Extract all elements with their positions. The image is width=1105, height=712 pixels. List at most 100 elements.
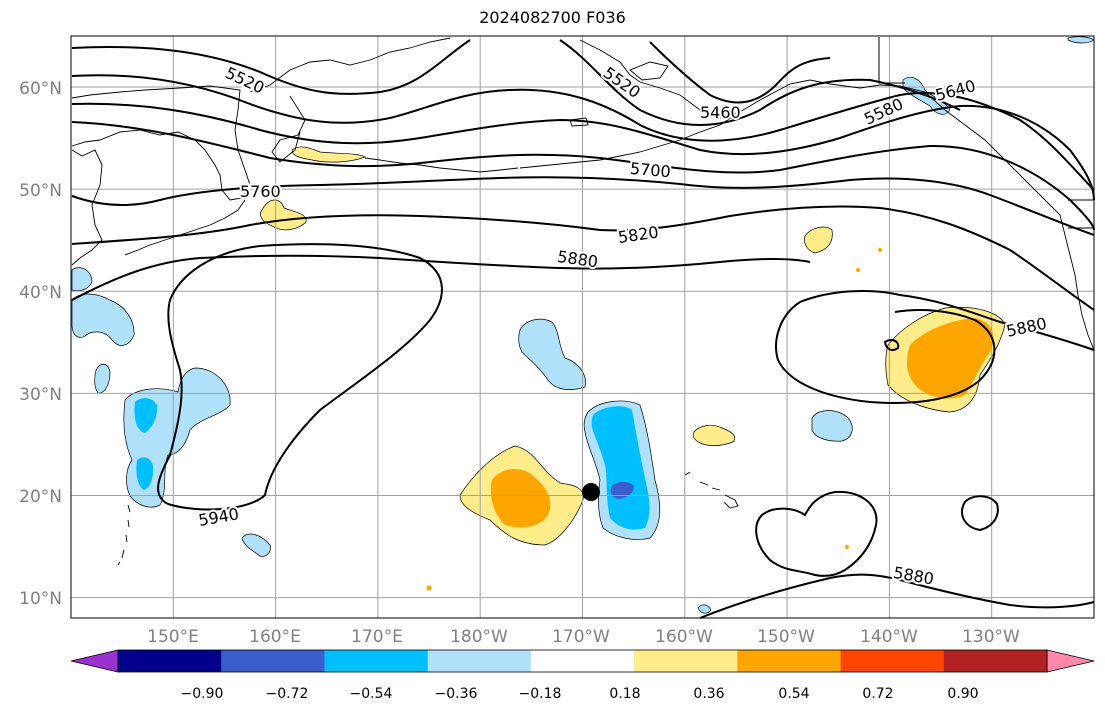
anomaly-speck xyxy=(845,545,849,549)
kamchatka-coastline xyxy=(71,85,251,201)
contour-5520 xyxy=(71,39,471,95)
bering-islands xyxy=(569,61,669,127)
colorbar-bin xyxy=(737,650,842,672)
lon-label: 180°W xyxy=(450,627,508,647)
anomaly-negative-region xyxy=(71,293,135,346)
lon-axis-labels: 150°E 160°E 170°E 180°W 170°W 160°W 150°… xyxy=(147,627,1020,647)
colorbar-ticks: −0.90 −0.72 −0.54 −0.36 −0.18 0.18 0.36 … xyxy=(181,686,979,702)
okhotsk-coastline xyxy=(71,149,103,266)
map-title: 2024082700 F036 xyxy=(479,8,626,27)
lon-label: 170°E xyxy=(351,627,403,647)
coastlines xyxy=(71,37,1095,566)
colorbar-bin xyxy=(530,650,635,672)
lat-label: 20°N xyxy=(19,487,62,507)
gridlines xyxy=(71,36,1094,618)
contour-5880-small xyxy=(883,339,900,351)
anomaly-speck xyxy=(856,268,860,272)
colorbar-extend-min xyxy=(70,649,119,673)
contour-label: 5460 xyxy=(700,103,741,122)
contour-5700 xyxy=(71,121,1095,231)
contour-5640 xyxy=(71,102,1095,201)
contour-label: 5520 xyxy=(222,63,267,97)
lon-label: 150°E xyxy=(147,627,199,647)
colorbar-bin xyxy=(840,650,945,672)
lon-label: 130°W xyxy=(962,627,1020,647)
contour-label: 5760 xyxy=(240,182,281,201)
colorbar xyxy=(70,649,1095,673)
contour-5880-south xyxy=(699,573,1095,619)
anomaly-speck xyxy=(426,585,432,591)
colorbar-tick-label: 0.90 xyxy=(947,686,978,702)
contour-5940 xyxy=(157,243,443,511)
contour-5880-cell xyxy=(755,490,878,577)
contour-5460 xyxy=(649,41,831,104)
kurile-islands xyxy=(124,199,246,256)
lat-axis-labels: 60°N 50°N 40°N 30°N 20°N 10°N xyxy=(19,79,62,609)
aleutian-islands xyxy=(364,157,519,173)
lon-label: 140°W xyxy=(860,627,918,647)
storm-center-marker xyxy=(582,483,600,501)
anomaly-negative-region xyxy=(518,318,586,390)
anomaly-negative-region xyxy=(697,604,712,614)
colorbar-tick-label: 0.18 xyxy=(609,686,640,702)
lat-label: 10°N xyxy=(19,589,62,609)
anomaly-positive-region xyxy=(490,468,551,528)
hawaii-islands xyxy=(684,471,739,509)
anomaly-positive-region xyxy=(804,226,833,254)
contour-label: 5880 xyxy=(892,563,935,589)
contour-label: 5700 xyxy=(629,159,671,181)
contour-5820 xyxy=(71,205,1095,311)
contour-5580 xyxy=(71,74,1095,191)
anomaly-positive-region xyxy=(260,199,307,231)
lon-label: 150°W xyxy=(757,627,815,647)
anomaly-negative-region xyxy=(1067,36,1095,44)
mariana-islands xyxy=(117,504,131,566)
colorbar-bin xyxy=(221,650,325,672)
colorbar-extend-max xyxy=(1046,649,1095,673)
anomaly-negative-region xyxy=(241,533,271,557)
borders xyxy=(878,37,1094,229)
anomaly-positive-region xyxy=(692,424,736,446)
colorbar-frame xyxy=(117,649,1048,673)
colorbar-tick-label: −0.90 xyxy=(181,686,224,702)
colorbar-tick-label: −0.18 xyxy=(519,686,562,702)
anomaly-negative-region xyxy=(136,457,154,490)
colorbar-bin xyxy=(427,650,532,672)
lon-label: 160°W xyxy=(655,627,713,647)
pacific-northwest-coastline xyxy=(1059,214,1095,351)
anomaly-negative-region xyxy=(610,481,634,499)
contour-label: 5820 xyxy=(617,222,660,246)
colorbar-tick-label: −0.72 xyxy=(266,686,309,702)
anomaly-negative-region xyxy=(134,398,158,433)
contour-label: 5880 xyxy=(1005,314,1049,341)
lat-label: 60°N xyxy=(19,79,62,99)
colorbar-tick-label: 0.36 xyxy=(693,686,724,702)
chukotka-coastline xyxy=(249,37,451,93)
contour-label: 5940 xyxy=(197,504,240,530)
contour-5880-high xyxy=(799,289,1095,351)
anomaly-negative-region xyxy=(123,367,231,508)
lat-label: 50°N xyxy=(19,181,62,201)
anomaly-positive-region xyxy=(906,318,994,399)
colorbar-tick-label: −0.36 xyxy=(435,686,478,702)
anomaly-positive-region xyxy=(291,146,366,163)
height-contours xyxy=(71,39,1095,619)
lat-label: 40°N xyxy=(19,283,62,303)
colorbar-tick-label: 0.72 xyxy=(862,686,893,702)
contour-5520-east xyxy=(559,39,961,126)
anomaly-speck xyxy=(878,248,882,252)
alaska-coastline xyxy=(579,39,1061,216)
chukotka-east-coastline xyxy=(271,95,306,163)
contour-5880-ring xyxy=(960,495,999,532)
anomaly-negative-region xyxy=(71,267,93,292)
colorbar-tick-label: −0.54 xyxy=(350,686,393,702)
small-anomaly-specks xyxy=(426,248,882,591)
anomaly-negative-region xyxy=(811,410,853,442)
colorbar-bin xyxy=(943,650,1048,672)
map-frame xyxy=(70,35,1095,619)
contour-5880-loop xyxy=(775,301,996,405)
contour-5760 xyxy=(71,176,1095,236)
contour-5880-west xyxy=(71,254,811,301)
colorbar-tick-label: 0.54 xyxy=(778,686,809,702)
